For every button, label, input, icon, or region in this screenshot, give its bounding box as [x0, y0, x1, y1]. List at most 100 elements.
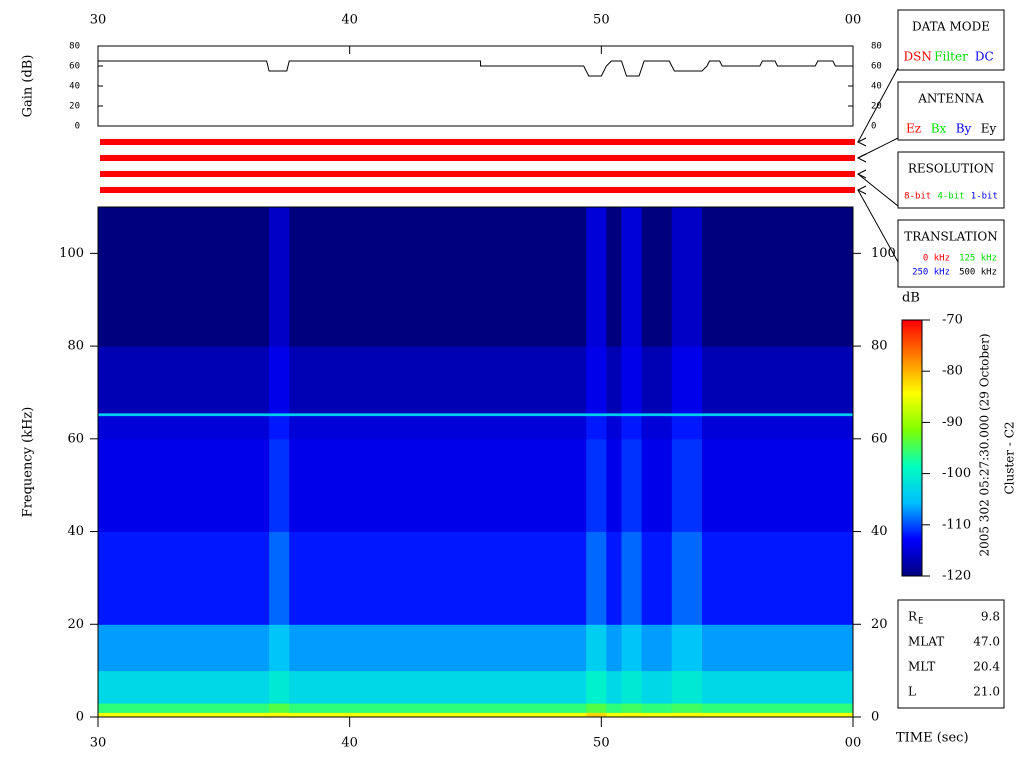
heatmap-cell: [586, 624, 607, 672]
legend-box: TRANSLATION 0 kHz 125 kHz 250 kHz 500 kHz: [897, 219, 1005, 288]
ephemeris-subscript: E: [918, 617, 923, 627]
y-tick-label: 20: [69, 102, 80, 112]
heatmap-cell: [606, 207, 622, 347]
heatmap-cell: [98, 531, 270, 625]
heatmap-cell: [641, 415, 673, 440]
spacecraft: Cluster - C2: [1003, 421, 1017, 494]
y-tick-label: 0: [871, 122, 876, 132]
heatmap-cell: [671, 703, 703, 713]
heatmap-cell: [671, 670, 703, 704]
heatmap-cell: [289, 712, 587, 718]
legend-item: 1-bit: [971, 192, 998, 202]
heatmap-cell: [641, 712, 673, 718]
heatmap-cell: [289, 207, 587, 347]
heatmap-cell: [702, 207, 854, 347]
heatmap-cell: [98, 412, 270, 417]
heatmap-cell: [289, 670, 587, 704]
heatmap-cell: [586, 712, 607, 718]
box-frame: [897, 151, 1005, 209]
y-tick-label: 80: [871, 339, 888, 354]
heatmap-cell: [671, 531, 703, 625]
heatmap-cell: [641, 207, 673, 347]
ephemeris-box: [897, 599, 1005, 709]
y-tick-label: 20: [871, 617, 888, 632]
heatmap-cell: [641, 412, 673, 417]
legend-item: 250 kHz: [912, 268, 950, 278]
heatmap-cell: [606, 670, 622, 704]
heatmap-cell: [586, 346, 607, 414]
y-tick-label: 40: [871, 82, 882, 92]
colorbar-tick-label: -90: [942, 415, 963, 430]
mode-bar: [100, 187, 855, 193]
legend-item: Ez: [906, 122, 921, 136]
y-tick-label: 100: [871, 246, 896, 261]
arrow-line: [857, 67, 899, 143]
ephemeris-value: 47.0: [973, 635, 1000, 649]
legend-item: 8-bit: [904, 192, 931, 202]
arrow: [856, 153, 867, 163]
heatmap-cell: [98, 346, 270, 414]
heatmap-cell: [621, 624, 643, 672]
heatmap-cell: [269, 531, 290, 625]
heatmap-cell: [269, 624, 290, 672]
y-tick-label: 20: [871, 102, 882, 112]
colorbar-tick-label: -120: [942, 569, 971, 584]
heatmap-cell: [98, 712, 270, 718]
colorbar-tick-label: -80: [942, 364, 963, 379]
heatmap-cell: [702, 703, 854, 713]
heatmap-cell: [621, 438, 643, 533]
heatmap-cell: [621, 412, 643, 417]
heatmap-cell: [606, 624, 622, 672]
heatmap-cell: [606, 712, 622, 718]
heatmap-cell: [621, 346, 643, 414]
y-tick-label: 60: [69, 62, 80, 72]
legend-box: DATA MODE DSN Filter DC: [897, 9, 1005, 71]
heatmap-cell: [269, 412, 290, 417]
heatmap-cell: [289, 531, 587, 625]
colorbar: [901, 319, 923, 577]
heatmap-cell: [586, 207, 607, 347]
y-tick-label: 60: [871, 62, 882, 72]
heatmap-cell: [586, 531, 607, 625]
heatmap-cell: [702, 415, 854, 440]
legend-item: DC: [975, 50, 994, 64]
heatmap-cell: [606, 703, 622, 713]
heatmap-cell: [98, 207, 270, 347]
box-title: DATA MODE: [912, 20, 990, 34]
box-title: ANTENNA: [917, 92, 984, 106]
heatmap-cell: [621, 703, 643, 713]
y-tick-label: 60: [67, 431, 84, 446]
heatmap-cell: [702, 531, 854, 625]
heatmap-cell: [671, 415, 703, 440]
heatmap-cell: [586, 438, 607, 533]
heatmap-cell: [671, 207, 703, 347]
heatmap-cell: [621, 531, 643, 625]
heatmap-cell: [671, 346, 703, 414]
y-tick-label: 0: [871, 710, 879, 725]
heatmap-cell: [702, 438, 854, 533]
legend-item: Filter: [934, 50, 968, 64]
ephemeris-value: 20.4: [973, 660, 1000, 674]
heatmap-cell: [621, 415, 643, 440]
legend-item: DSN: [903, 50, 931, 64]
x-tick-label: 00: [845, 13, 862, 28]
x-tick-label: 40: [341, 13, 358, 28]
heatmap-cell: [671, 624, 703, 672]
heatmap-cell: [702, 346, 854, 414]
heatmap-cell: [98, 415, 270, 440]
ephemeris-label: MLT: [908, 660, 935, 674]
heatmap-cell: [641, 624, 673, 672]
gain-line: [98, 60, 853, 77]
y-tick-label: 0: [75, 122, 80, 132]
heatmap-cell: [702, 412, 854, 417]
colorbar-tick-label: -70: [942, 313, 963, 328]
heatmap-cell: [606, 412, 622, 417]
heatmap-cell: [98, 703, 270, 713]
legend-item: Bx: [931, 122, 947, 136]
heatmap-cell: [606, 346, 622, 414]
heatmap-cell: [641, 531, 673, 625]
x-tick-label: 50: [593, 736, 610, 751]
timestamp: 2005 302 05:27:30.000 (29 October): [978, 333, 992, 556]
heatmap-cell: [606, 438, 622, 533]
box-frame: [897, 219, 1005, 288]
